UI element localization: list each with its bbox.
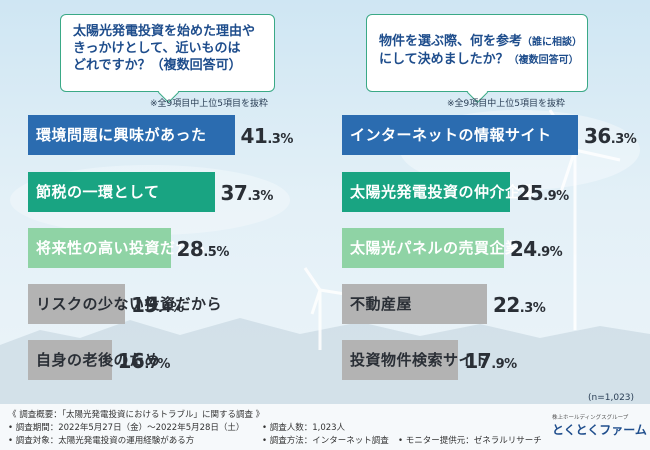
left-bar [28, 115, 235, 155]
left-question-line-3: どれですか？（複数回答可） [73, 58, 242, 73]
right-bar-label: 太陽光発電投資の仲介企業 [350, 183, 537, 201]
survey-provider: • モニター提供元：ゼネラルリサーチ [398, 436, 542, 446]
left-bar-label: 環境問題に興味があった [36, 126, 207, 144]
survey-period: • 調査期間：2022年5月27日（金）〜2022年5月28日（土） [8, 423, 245, 433]
right-bar-label: 不動産屋 [350, 295, 413, 313]
right-bar-label: インターネットの情報サイト [350, 126, 552, 144]
right-bar [342, 340, 459, 380]
left-bar-label: 節税の一環として [36, 183, 160, 201]
right-bar [342, 115, 578, 155]
left-bar-value: 19.4% [131, 293, 184, 317]
company-logo: とくとくファーム [552, 423, 647, 437]
left-bar [28, 284, 125, 324]
right-bar-label: 太陽光パネルの売買企業 [350, 239, 521, 257]
left-bar-label: 自身の老後のため [36, 351, 161, 369]
left-question-line-1: 太陽光発電投資を始めた理由や [73, 24, 256, 39]
left-note: ※全9項目中上位5項目を抜粋 [150, 99, 268, 109]
right-bar-label: 投資物件検索サイト [350, 351, 490, 369]
right-question-line-1: 物件を選ぶ際、何を参考（誰に相談） [379, 33, 582, 51]
left-bar-value: 16.7% [117, 349, 171, 373]
left-bar [28, 172, 215, 212]
survey-target: • 調査対象：太陽光発電投資の運用経験がある方 [8, 436, 195, 446]
right-bar-value: 25.9% [516, 181, 569, 205]
left-bar-value: 37.3% [220, 181, 274, 205]
left-bar-label: 将来性の高い投資だから [36, 239, 207, 257]
right-question-line-1-small: （誰に相談） [522, 37, 583, 48]
left-question-box: 太陽光発電投資を始めた理由や きっかけとして、近いものは どれですか？（複数回答… [60, 14, 275, 104]
survey-footer: 《 調査概要：「太陽光発電投資におけるトラブル」に関する調査 》 • 調査期間：… [0, 404, 650, 450]
left-question-line-2: きっかけとして、近いものは [73, 41, 241, 56]
left-bar-value: 28.5% [176, 237, 230, 261]
right-question-box: 物件を選ぶ際、何を参考（誰に相談） にして決めましたか？（複数回答可） [366, 14, 588, 104]
right-question-line-2-small: （複数回答可） [508, 55, 579, 66]
survey-count: • 調査人数：1,023人 [262, 423, 346, 433]
right-bar-value: 36.3% [583, 124, 637, 148]
right-bar [342, 172, 511, 212]
right-question-line-2-main: にして決めましたか？ [379, 52, 509, 67]
right-question-line-1-main: 物件を選ぶ際、何を参考 [379, 34, 523, 49]
left-bar-label: リスクの少ない投資だから [36, 295, 223, 313]
left-bar [28, 228, 171, 268]
left-bar-value: 41.3% [240, 124, 294, 148]
sample-size-note: (n=1,023) [588, 393, 635, 403]
right-note: ※全9項目中上位5項目を抜粋 [447, 99, 565, 109]
logo-subtitle: 株上ホールディングスグループ [552, 415, 629, 421]
survey-summary: 《 調査概要：「太陽光発電投資におけるトラブル」に関する調査 》 [8, 410, 265, 420]
right-question-line-2: にして決めましたか？（複数回答可） [379, 51, 579, 69]
survey-method: • 調査方法：インターネット調査 [262, 436, 389, 446]
left-bar [28, 340, 112, 380]
right-bar-value: 22.3% [492, 293, 546, 317]
right-bar-value: 17.9% [464, 349, 517, 373]
right-bar-value: 24.9% [509, 237, 563, 261]
right-bar [342, 228, 504, 268]
right-bar [342, 284, 487, 324]
